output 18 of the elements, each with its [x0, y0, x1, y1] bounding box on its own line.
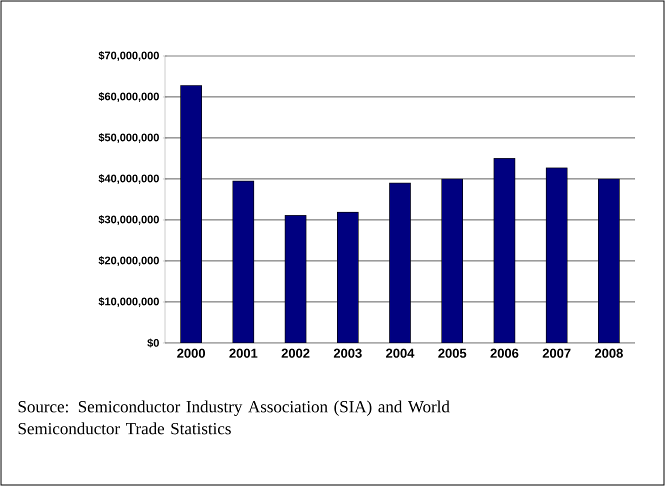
x-tick-label: 2002 — [282, 348, 310, 358]
x-tick-label: 2005 — [438, 348, 466, 358]
x-tick-label: 2006 — [490, 348, 518, 358]
y-tick-label: $50,000,000 — [98, 133, 159, 143]
x-tick-label: 2008 — [594, 348, 623, 358]
x-tick-label: 2007 — [542, 348, 571, 358]
x-tick-label: 2000 — [177, 348, 205, 358]
y-tick-label: $40,000,000 — [98, 174, 159, 184]
y-tick-label: $70,000,000 — [98, 51, 159, 61]
y-tick-label: $30,000,000 — [98, 215, 159, 225]
x-tick-label: 2003 — [334, 348, 362, 358]
y-tick-label: $0 — [147, 338, 159, 348]
source-note: Source: Semiconductor Industry Association (SIA) and World Semiconductor Trade Statistics — [18, 400, 450, 434]
y-tick-label: $20,000,000 — [98, 256, 159, 266]
y-tick-label: $10,000,000 — [98, 297, 159, 307]
x-tick-label: 2001 — [229, 348, 258, 358]
x-tick-label: 2004 — [386, 348, 414, 358]
y-tick-label: $60,000,000 — [98, 92, 159, 102]
